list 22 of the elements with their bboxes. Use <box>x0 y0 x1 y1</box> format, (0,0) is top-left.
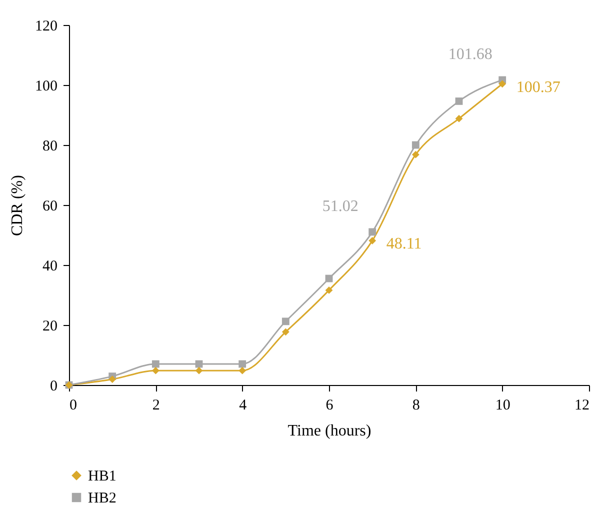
data-label: 51.02 <box>322 198 358 215</box>
x-tick-label: 6 <box>326 398 334 414</box>
data-label: 48.11 <box>386 236 422 253</box>
y-tick-label: 40 <box>42 258 58 274</box>
x-tick-label: 10 <box>495 398 510 414</box>
data-label: 101.68 <box>448 46 492 63</box>
y-tick-label: 120 <box>35 18 58 34</box>
y-tick-label: 60 <box>42 198 58 214</box>
y-tick-label: 100 <box>35 78 58 94</box>
x-tick-label: 2 <box>152 398 160 414</box>
x-axis-title: Time (hours) <box>288 422 372 440</box>
y-axis-title: CDR (%) <box>9 175 26 236</box>
x-tick-label: 0 <box>70 398 77 414</box>
x-tick-label: 4 <box>239 398 248 414</box>
y-tick-label: 80 <box>42 138 58 154</box>
x-tick-label: 8 <box>412 398 420 414</box>
y-tick-label: 0 <box>50 378 58 394</box>
x-tick-label: 12 <box>574 398 590 414</box>
legend-label: HB1 <box>88 468 116 484</box>
data-label: 100.37 <box>516 78 560 96</box>
legend-label: HB2 <box>88 490 116 506</box>
y-tick-label: 20 <box>42 318 58 334</box>
